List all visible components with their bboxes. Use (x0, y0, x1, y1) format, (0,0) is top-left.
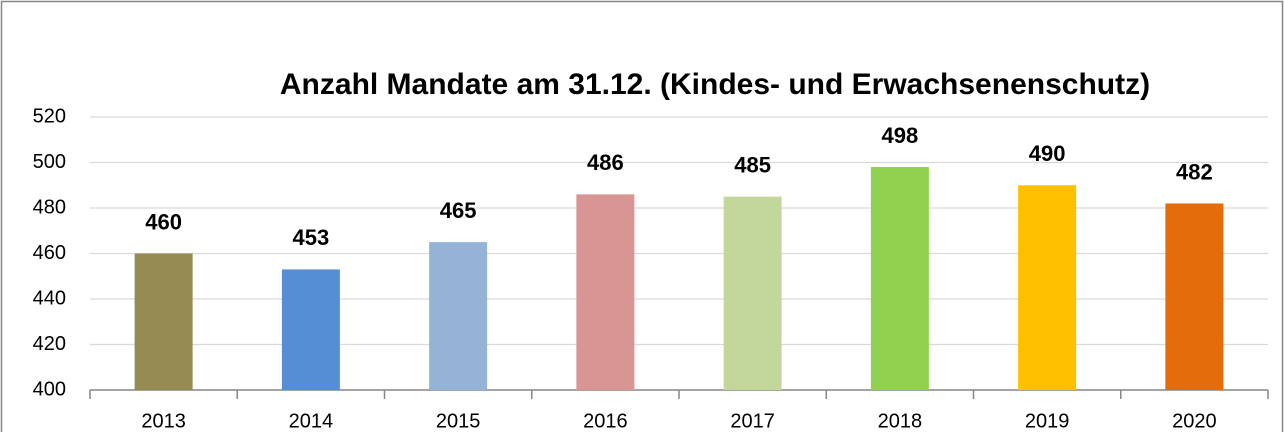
x-tick-label: 2016 (583, 410, 628, 432)
chart-title: Anzahl Mandate am 31.12. (Kindes- und Er… (280, 68, 1150, 101)
bar (134, 253, 193, 390)
y-tick-label: 460 (33, 242, 66, 264)
x-tick-label: 2020 (1172, 410, 1217, 432)
y-tick-label: 500 (33, 151, 66, 173)
data-label: 490 (1029, 141, 1066, 166)
bar (576, 194, 635, 390)
bar (723, 196, 782, 390)
bar (281, 269, 340, 390)
data-label: 498 (882, 123, 919, 148)
y-tick-label: 400 (33, 378, 66, 400)
data-label: 485 (734, 152, 771, 177)
x-tick-label: 2013 (141, 410, 186, 432)
data-label: 453 (293, 225, 330, 250)
data-label: 460 (145, 209, 182, 234)
data-label: 465 (440, 198, 477, 223)
data-label: 486 (587, 150, 624, 175)
x-tick-label: 2015 (436, 410, 481, 432)
y-tick-label: 480 (33, 196, 66, 218)
x-tick-label: 2018 (878, 410, 923, 432)
bar (870, 167, 929, 390)
y-tick-label: 440 (33, 287, 66, 309)
data-label: 482 (1176, 159, 1213, 184)
y-tick-label: 520 (33, 105, 66, 127)
bar (429, 242, 488, 390)
bar (1165, 203, 1224, 390)
x-tick-label: 2019 (1025, 410, 1070, 432)
bar (1018, 185, 1077, 390)
y-tick-label: 420 (33, 333, 66, 355)
x-tick-label: 2017 (730, 410, 775, 432)
x-tick-label: 2014 (289, 410, 334, 432)
